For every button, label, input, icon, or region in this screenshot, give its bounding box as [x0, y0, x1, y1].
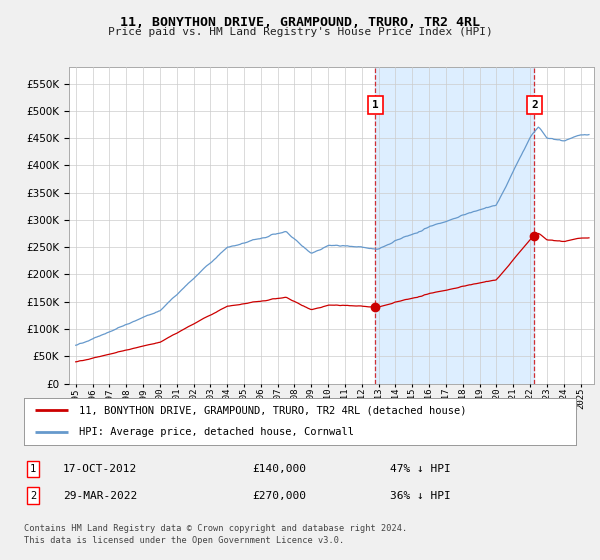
Text: 11, BONYTHON DRIVE, GRAMPOUND, TRURO, TR2 4RL: 11, BONYTHON DRIVE, GRAMPOUND, TRURO, TR…	[120, 16, 480, 29]
Text: 1: 1	[30, 464, 36, 474]
Text: This data is licensed under the Open Government Licence v3.0.: This data is licensed under the Open Gov…	[24, 536, 344, 545]
Text: 2: 2	[30, 491, 36, 501]
Bar	[375, 67, 534, 384]
Text: £140,000: £140,000	[252, 464, 306, 474]
Text: 29-MAR-2022: 29-MAR-2022	[63, 491, 137, 501]
Text: 47% ↓ HPI: 47% ↓ HPI	[390, 464, 451, 474]
Text: 11, BONYTHON DRIVE, GRAMPOUND, TRURO, TR2 4RL (detached house): 11, BONYTHON DRIVE, GRAMPOUND, TRURO, TR…	[79, 405, 467, 416]
Text: 2: 2	[531, 100, 538, 110]
Text: £270,000: £270,000	[252, 491, 306, 501]
Text: 36% ↓ HPI: 36% ↓ HPI	[390, 491, 451, 501]
Text: HPI: Average price, detached house, Cornwall: HPI: Average price, detached house, Corn…	[79, 427, 354, 437]
Text: 1: 1	[372, 100, 379, 110]
Text: Price paid vs. HM Land Registry's House Price Index (HPI): Price paid vs. HM Land Registry's House …	[107, 27, 493, 37]
Text: Contains HM Land Registry data © Crown copyright and database right 2024.: Contains HM Land Registry data © Crown c…	[24, 524, 407, 533]
Text: 17-OCT-2012: 17-OCT-2012	[63, 464, 137, 474]
